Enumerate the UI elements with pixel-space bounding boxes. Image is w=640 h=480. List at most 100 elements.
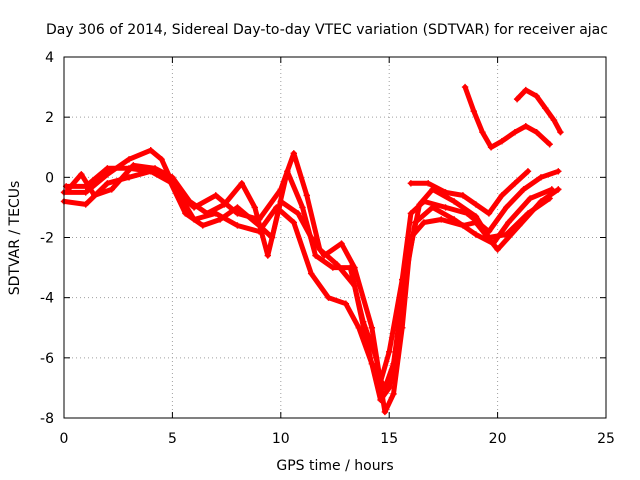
data-point [216, 216, 224, 223]
data-point [542, 104, 549, 112]
data-point [555, 168, 562, 175]
data-point [65, 186, 72, 193]
data-point [82, 189, 89, 196]
data-point [537, 198, 545, 205]
data-point [470, 107, 477, 115]
data-point [277, 198, 284, 205]
y-tick-label: -2 [40, 231, 54, 247]
data-point [158, 156, 165, 163]
data-point [91, 192, 98, 199]
data-point [104, 171, 111, 178]
data-point [472, 201, 480, 208]
data-point [290, 219, 298, 226]
data-point [320, 252, 328, 259]
data-point [307, 270, 315, 277]
data-point [533, 92, 540, 100]
data-point [407, 180, 415, 187]
data-point [151, 165, 159, 172]
y-tick-label: 0 [45, 170, 54, 186]
data-point [485, 228, 493, 235]
data-point [359, 318, 367, 325]
data-point [555, 186, 562, 193]
data-point [307, 234, 315, 241]
data-point [550, 116, 558, 124]
data-point [546, 141, 553, 148]
data-point [182, 210, 189, 217]
series-track-6 [514, 87, 563, 135]
series-track-2 [61, 147, 553, 403]
data-point [108, 186, 115, 193]
data-point [533, 129, 540, 136]
data-point [338, 240, 345, 247]
y-tick-label: 2 [45, 110, 54, 126]
data-point [294, 210, 302, 217]
data-point [479, 129, 486, 136]
y-tick-label: -8 [40, 411, 54, 427]
data-point [485, 210, 493, 217]
data-point [522, 86, 529, 94]
data-point [390, 390, 397, 398]
y-axis-label: SDTVAR / TECUs [7, 181, 23, 296]
data-point [425, 180, 432, 187]
data-point [526, 195, 534, 202]
data-point [130, 162, 137, 169]
data-point [290, 150, 298, 157]
data-point [461, 83, 469, 91]
data-point [399, 324, 406, 331]
data-point [407, 210, 415, 217]
y-tick-label: -6 [40, 351, 54, 367]
series-track-4 [65, 162, 561, 385]
data-point [238, 180, 245, 187]
data-point [537, 174, 545, 181]
data-point [234, 222, 241, 229]
y-tick-label: 4 [45, 50, 54, 66]
data-point [368, 324, 376, 331]
data-point [459, 222, 467, 229]
data-point [342, 300, 350, 307]
data-point [104, 180, 111, 187]
data-point [464, 210, 471, 217]
data-point [284, 168, 291, 175]
data-point [420, 198, 428, 205]
data-point [312, 252, 319, 259]
data-point [522, 122, 529, 130]
data-point [451, 198, 458, 205]
data-point [442, 189, 449, 196]
data-point [212, 192, 219, 199]
data-point [299, 204, 306, 211]
data-point [329, 264, 337, 271]
data-point [420, 219, 428, 226]
data-point [459, 192, 467, 199]
data-point [303, 192, 311, 199]
x-tick-label: 15 [380, 431, 398, 447]
x-tick-label: 0 [60, 431, 69, 447]
data-point [511, 180, 519, 187]
data-point [234, 204, 241, 211]
data-point [251, 204, 258, 211]
x-axis-label: GPS time / hours [276, 458, 393, 474]
data-point [524, 168, 532, 175]
data-point [147, 147, 154, 154]
data-point [199, 222, 206, 229]
data-point [125, 174, 133, 181]
data-point [520, 186, 527, 193]
data-point [169, 174, 176, 181]
data-point [505, 219, 512, 226]
data-point [221, 201, 228, 208]
data-point [498, 138, 506, 145]
data-point [381, 408, 389, 416]
data-point [264, 252, 271, 259]
data-point [494, 246, 501, 253]
x-tick-label: 20 [489, 431, 507, 447]
data-point [377, 378, 384, 386]
data-point [82, 201, 89, 208]
data-point [442, 204, 449, 211]
data-point [351, 264, 358, 271]
data-point [513, 95, 521, 103]
data-point [399, 276, 406, 283]
data-point [503, 204, 510, 211]
data-point [234, 210, 241, 217]
data-point [438, 216, 445, 223]
data-point [386, 348, 393, 356]
